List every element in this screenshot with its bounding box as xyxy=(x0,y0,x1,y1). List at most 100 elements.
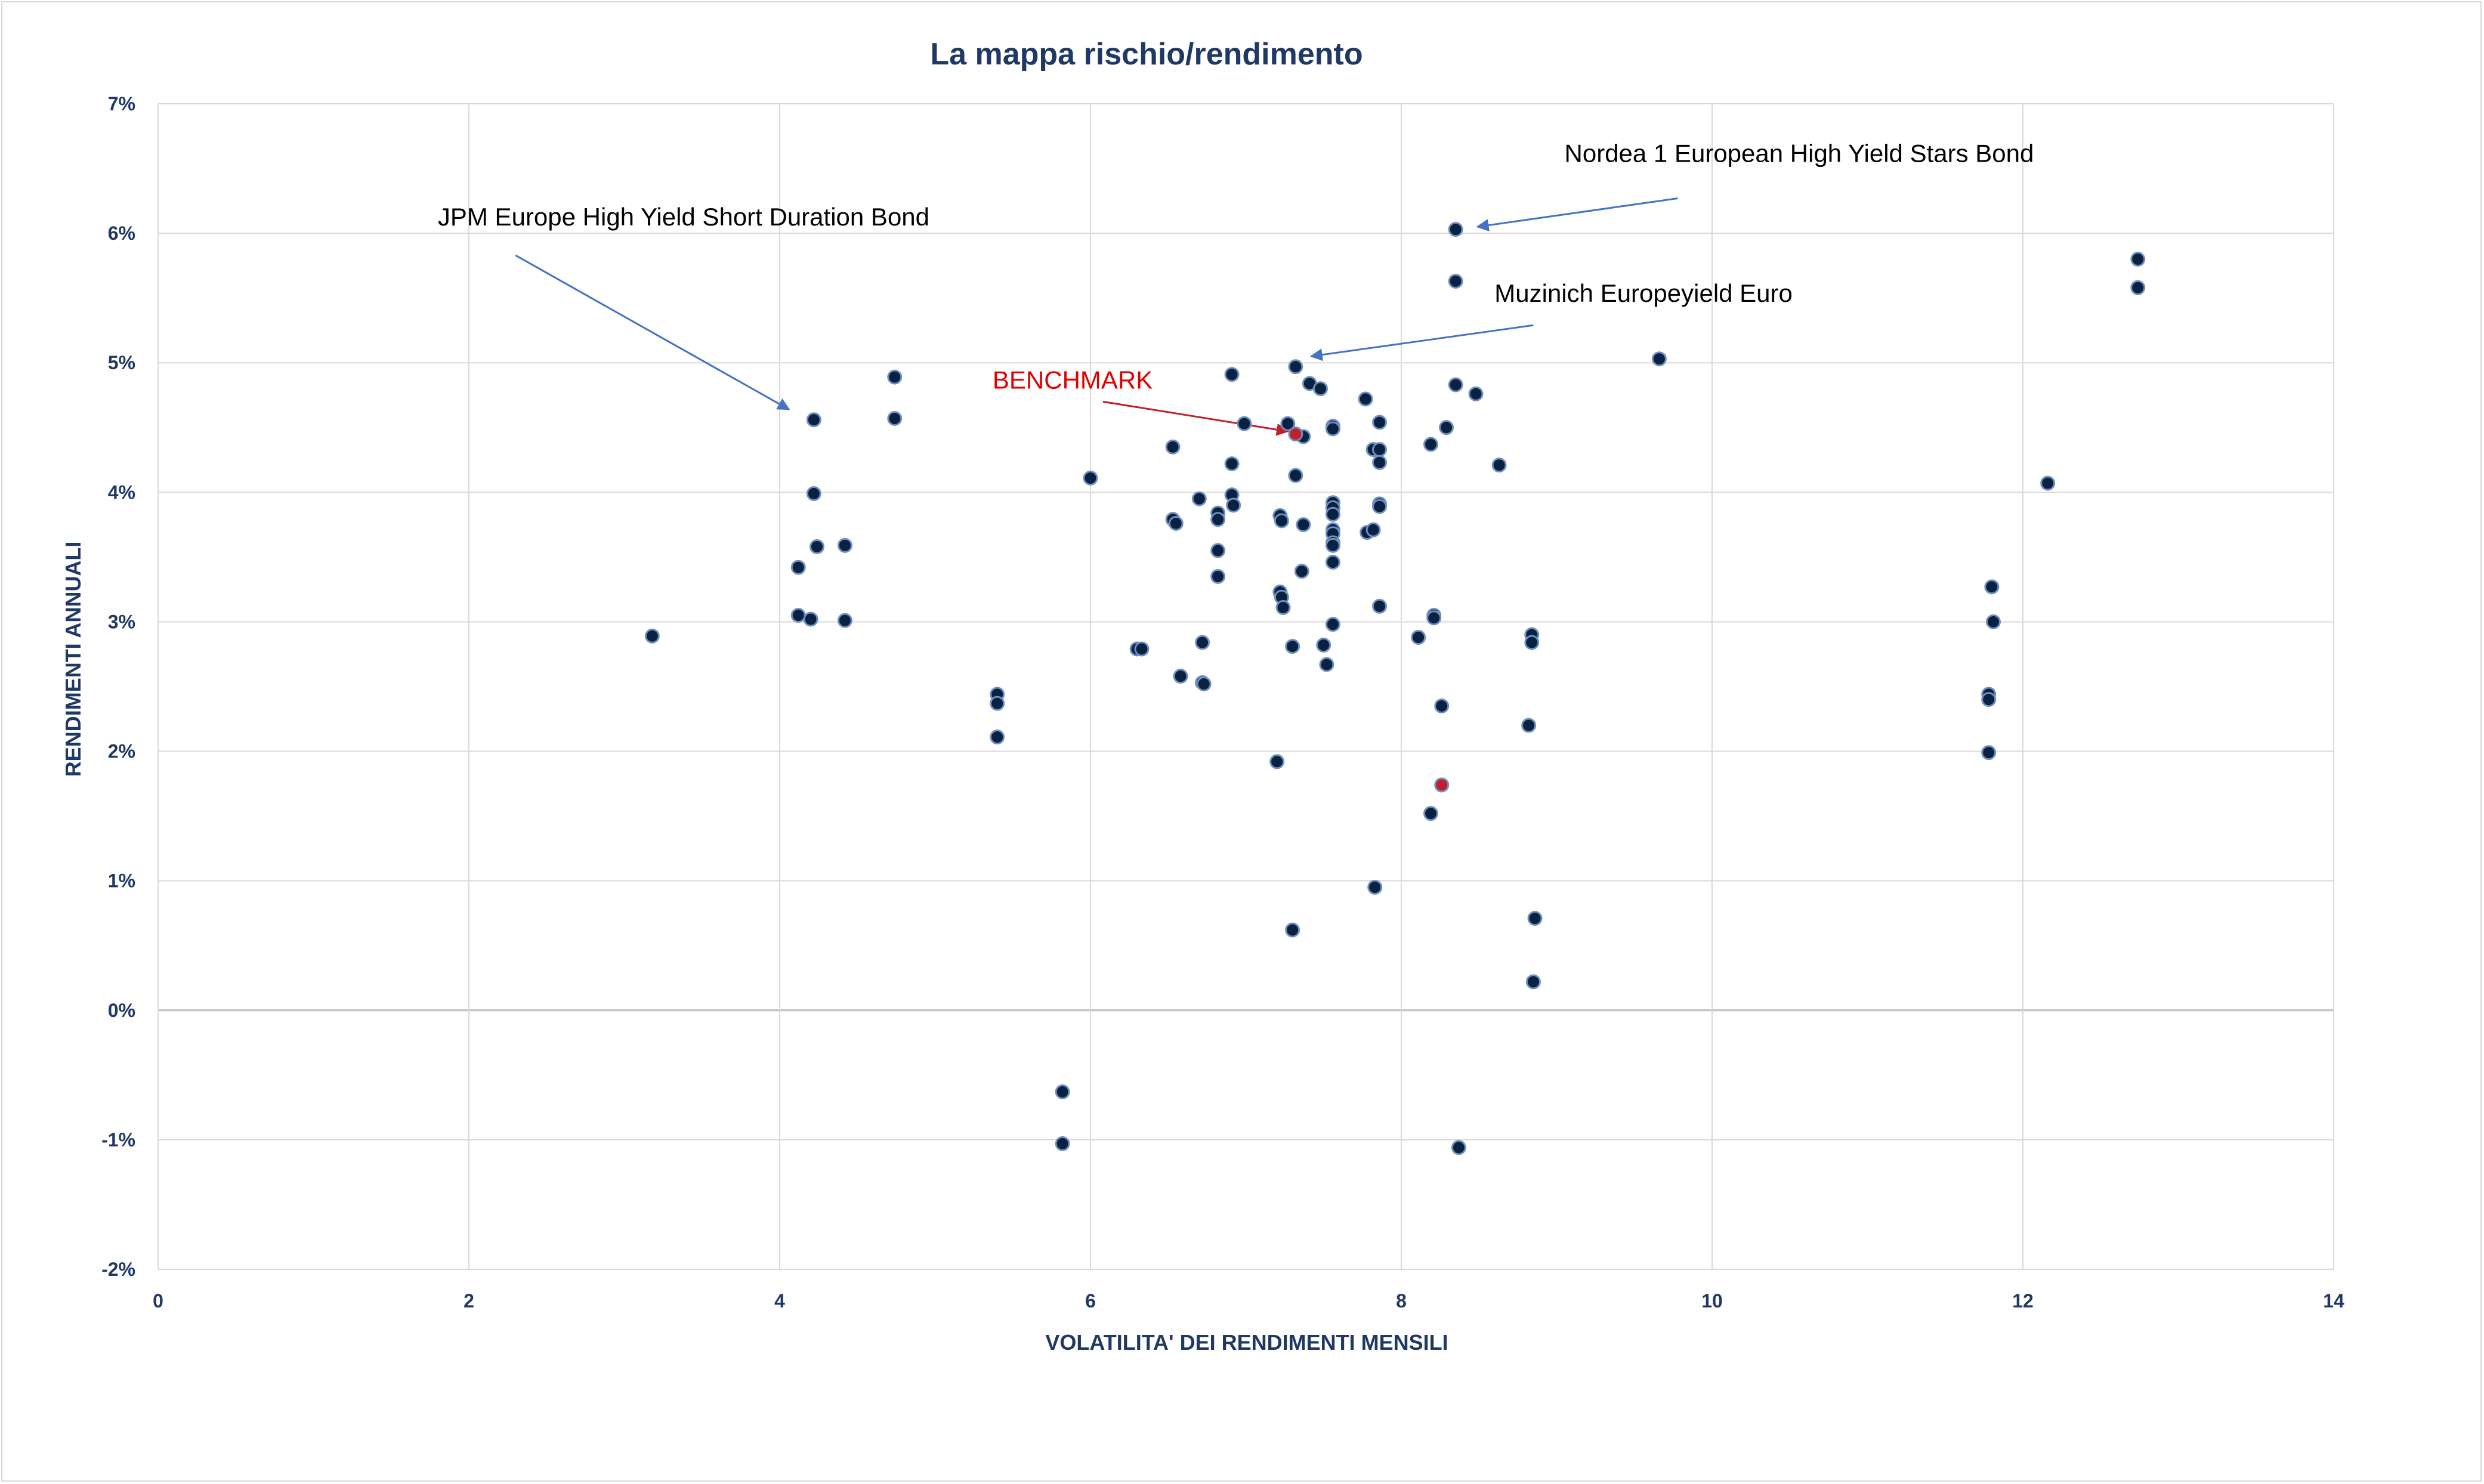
data-point xyxy=(1325,555,1340,570)
data-point xyxy=(1358,391,1373,407)
data-point xyxy=(1296,517,1311,533)
annotation-label: BENCHMARK xyxy=(993,366,1153,394)
data-point xyxy=(806,412,821,428)
data-point xyxy=(1288,468,1303,483)
data-point xyxy=(1434,698,1450,714)
gridlines xyxy=(157,103,2334,1270)
x-tick-label: 0 xyxy=(153,1290,163,1312)
data-point xyxy=(790,608,806,623)
data-point xyxy=(1275,600,1291,616)
y-tick-label: 2% xyxy=(108,741,135,762)
data-point xyxy=(1316,638,1331,653)
data-point xyxy=(1372,442,1388,457)
data-point xyxy=(1191,491,1207,506)
data-point xyxy=(2040,475,2056,491)
annotation-label: JPM Europe High Yield Short Duration Bon… xyxy=(438,203,929,231)
x-tick-label: 6 xyxy=(1085,1290,1096,1312)
data-point xyxy=(1365,522,1381,537)
x-axis-ticks: 0 2 4 6 8 10 12 14 xyxy=(153,1290,2344,1312)
data-point xyxy=(887,369,903,385)
highlighted-data-point xyxy=(1434,777,1450,793)
chart-title: La mappa rischio/rendimento xyxy=(930,37,1363,72)
data-point xyxy=(1372,415,1388,430)
data-point xyxy=(1173,669,1188,684)
data-point xyxy=(1651,351,1667,367)
x-tick-label: 14 xyxy=(2323,1290,2344,1312)
data-point xyxy=(1269,754,1285,769)
data-point xyxy=(990,695,1005,711)
data-point xyxy=(990,729,1005,745)
data-point xyxy=(837,537,852,553)
x-tick-label: 8 xyxy=(1396,1290,1407,1312)
data-point xyxy=(1325,537,1340,553)
data-point xyxy=(1986,614,2001,629)
x-tick-label: 12 xyxy=(2012,1290,2034,1312)
y-tick-label: -1% xyxy=(101,1129,135,1151)
y-tick-label: 7% xyxy=(108,93,135,115)
data-point xyxy=(1226,497,1241,513)
data-point xyxy=(837,613,852,628)
data-point xyxy=(1981,745,1997,760)
data-point xyxy=(1055,1136,1070,1151)
data-point xyxy=(1521,718,1537,733)
data-point xyxy=(1527,911,1543,926)
data-point xyxy=(1280,416,1296,431)
data-point xyxy=(1448,377,1463,392)
data-point xyxy=(1210,568,1226,584)
data-point xyxy=(644,628,660,644)
data-point xyxy=(1210,512,1226,527)
annotation-labels: Nordea 1 European High Yield Stars Bond J… xyxy=(438,140,2034,394)
data-point xyxy=(810,539,825,555)
data-point xyxy=(1055,1084,1070,1100)
data-point xyxy=(1274,513,1289,528)
annotation-label: Nordea 1 European High Yield Stars Bond xyxy=(1565,140,2034,168)
data-point xyxy=(1237,416,1252,431)
data-point xyxy=(1288,359,1303,375)
data-point xyxy=(1439,420,1454,435)
y-tick-label: 5% xyxy=(108,352,135,373)
data-point xyxy=(1525,974,1541,990)
data-point xyxy=(1083,470,1098,486)
data-point xyxy=(803,611,818,627)
annotation-arrow xyxy=(1309,324,1534,361)
data-point xyxy=(1285,639,1300,654)
y-tick-label: 3% xyxy=(108,611,135,632)
data-point xyxy=(1195,635,1210,650)
y-tick-label: 6% xyxy=(108,222,135,244)
data-point xyxy=(1325,421,1340,437)
data-point xyxy=(2130,252,2146,267)
annotation-arrows xyxy=(515,197,1678,436)
highlighted-data-point xyxy=(1288,426,1303,442)
y-axis-ticks: -2% -1% 0% 1% 2% 3% 4% 5% 6% 7% xyxy=(101,93,135,1280)
data-point xyxy=(1372,455,1388,470)
data-point xyxy=(1294,564,1309,579)
data-point xyxy=(790,559,806,575)
data-point xyxy=(1372,499,1388,514)
data-point xyxy=(1411,629,1426,645)
data-point xyxy=(1313,381,1328,397)
data-points xyxy=(644,222,2146,1155)
data-point xyxy=(2130,280,2146,295)
data-point xyxy=(1325,617,1340,632)
data-point xyxy=(1491,457,1507,473)
data-point xyxy=(806,486,821,502)
y-axis-title: RENDIMENTI ANNUALI xyxy=(61,542,85,777)
annotation-arrow xyxy=(1476,197,1678,231)
x-tick-label: 4 xyxy=(774,1290,785,1312)
data-point xyxy=(1423,806,1438,821)
x-tick-label: 2 xyxy=(464,1290,474,1312)
data-point xyxy=(1210,543,1226,558)
data-point xyxy=(1224,456,1240,472)
data-point xyxy=(1165,439,1181,455)
y-tick-label: 0% xyxy=(108,1000,135,1021)
data-point xyxy=(1981,692,1997,707)
data-point xyxy=(887,411,903,426)
data-point xyxy=(1134,641,1150,657)
data-point xyxy=(1372,598,1388,614)
data-point xyxy=(1325,506,1340,522)
y-tick-label: 1% xyxy=(108,870,135,892)
data-point xyxy=(1426,610,1442,626)
data-point xyxy=(1468,386,1484,401)
